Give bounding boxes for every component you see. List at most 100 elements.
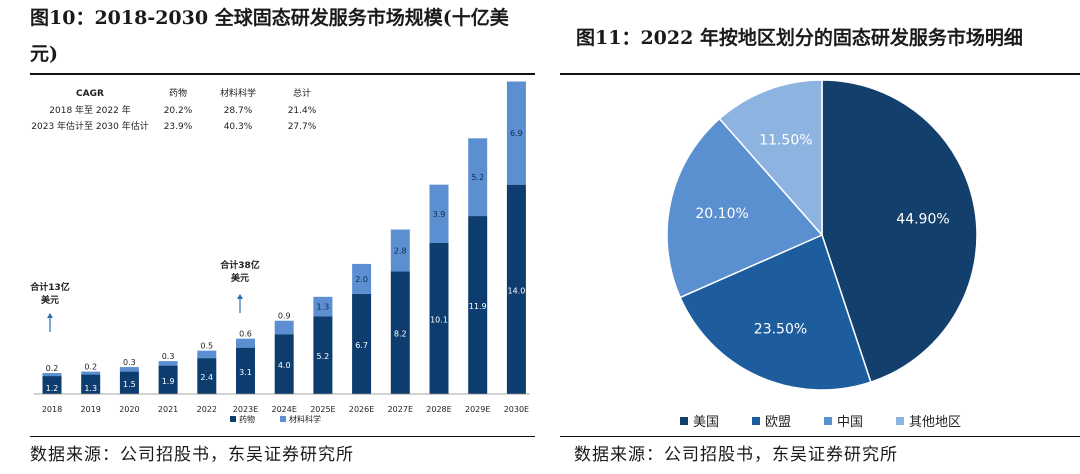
pie-legend-swatch-eu: [752, 417, 760, 425]
right-title-rule: [560, 73, 1080, 75]
bar-drug-2030E: [506, 184, 526, 394]
bar-label-drug-2020: 1.5: [123, 380, 136, 389]
bar-material-2022: [197, 350, 217, 359]
bar-label-drug-2023E: 3.1: [239, 368, 252, 377]
bar-label-drug-2018: 1.2: [46, 384, 59, 393]
pie-label-china: 20.10%: [695, 206, 748, 222]
bar-drug-2029E: [468, 216, 488, 394]
cagr-header-0: CAGR: [76, 89, 104, 99]
bar-label-drug-2027E: 8.2: [394, 330, 407, 339]
bar-material-2025E: [313, 296, 333, 317]
annotation-1-arrow-head: [237, 294, 243, 299]
bar-label-material-2022: 0.5: [200, 342, 213, 351]
bar-label-drug-2029E: 11.9: [469, 302, 487, 311]
bar-label-drug-2025E: 5.2: [317, 352, 330, 361]
bar-material-2021: [158, 361, 178, 366]
bar-label-material-2028E: 3.9: [433, 210, 446, 219]
left-figure-panel: 图10：2018-2030 全球固态研发服务市场规模(十亿美 元) CAGR 药物…: [30, 7, 535, 465]
bar-drug-2020: [119, 371, 139, 394]
bar-drug-2024E: [274, 334, 294, 394]
pie-value-labels: 44.90% 23.50% 20.10% 11.50%: [695, 132, 949, 337]
bar-label-material-2029E: 5.2: [471, 173, 484, 182]
bar-label-material-2026E: 2.0: [355, 275, 368, 284]
bar-drug-2021: [158, 365, 178, 394]
x-tick-2028E: 2028E: [426, 405, 451, 414]
x-tick-2024E: 2024E: [271, 405, 296, 414]
bar-drug-2028E: [429, 242, 449, 394]
bar-label-material-2025E: 1.3: [317, 303, 330, 312]
cagr-cell-0-1: 20.2%: [164, 106, 193, 116]
left-source-text: 数据来源：公司招股书，东吴证券研究所: [30, 445, 354, 465]
bar-material-2019: [81, 371, 101, 375]
pie-legend-label-china: 中国: [837, 415, 863, 430]
bar-label-material-2020: 0.3: [123, 358, 136, 367]
pie-label-us: 44.90%: [896, 212, 949, 228]
bar-material-2028E: [429, 184, 449, 243]
bar-legend-swatch-1: [280, 416, 286, 422]
bar-label-drug-2022: 2.4: [200, 373, 213, 382]
right-figure-title: 图11：2022 年按地区划分的固态研发服务市场明细: [576, 27, 1023, 49]
bar-label-drug-2021: 1.9: [162, 377, 175, 386]
bar-drug-2018: [42, 376, 62, 394]
annotation-0-line2: 美元: [41, 294, 59, 306]
bar-label-material-2021: 0.3: [162, 352, 175, 361]
x-tick-2023E: 2023E: [233, 405, 258, 414]
x-axis-labels: 2018 2019 2020 2021 2022 2023E 2024E 2025E 2026E…: [34, 393, 530, 414]
right-figure-panel: 图11：2022 年按地区划分的固态研发服务市场明细 44.90% 23.50% 2…: [560, 0, 1080, 474]
bar-legend: 药物 材料科学: [230, 414, 321, 424]
bar-drug-2027E: [390, 271, 410, 394]
cagr-cell-1-1: 23.9%: [164, 122, 193, 132]
bar-label-drug-2028E: 10.1: [430, 315, 448, 324]
bar-drug-2026E: [352, 293, 372, 394]
bar-legend-swatch-0: [230, 416, 236, 422]
pie-legend: 美国 欧盟 中国 其他地区: [680, 415, 961, 430]
bar-material-2024E: [274, 320, 294, 335]
left-title-rule: [30, 73, 535, 75]
bar-label-drug-2026E: 6.7: [355, 341, 368, 350]
pie-legend-label-us: 美国: [693, 415, 719, 430]
cagr-cell-1-0: 2023 年估计至 2030 年估计: [31, 120, 148, 132]
cagr-cell-0-2: 28.7%: [224, 106, 253, 116]
left-source-rule: [30, 436, 535, 437]
pie-legend-label-eu: 欧盟: [765, 415, 791, 430]
cagr-header-2: 材料科学: [220, 87, 256, 99]
pie-legend-swatch-other: [896, 417, 904, 425]
bar-label-material-2024E: 0.9: [278, 312, 291, 321]
bar-material-2020: [119, 367, 139, 372]
cagr-cell-0-3: 21.4%: [288, 106, 317, 116]
pie-slice-eu: [679, 233, 872, 391]
x-tick-2026E: 2026E: [349, 405, 374, 414]
x-tick-2029E: 2029E: [465, 405, 490, 414]
bar-label-drug-2019: 1.3: [84, 384, 97, 393]
right-source-text: 数据来源：公司招股书，东吴证券研究所: [574, 445, 898, 465]
bar-drug-2025E: [313, 316, 333, 394]
bar-label-drug-2030E: 14.0: [507, 286, 525, 295]
bar-label-material-2019: 0.2: [84, 363, 97, 372]
bar-label-material-2030E: 6.9: [510, 129, 523, 138]
left-figure-title-line2: 元): [30, 43, 58, 65]
cagr-header-3: 总计: [293, 87, 311, 99]
bar-drug-2019: [81, 374, 101, 394]
bar-material-2023E: [236, 338, 255, 348]
x-tick-2021: 2021: [158, 405, 178, 414]
bar-drug-2023E: [236, 347, 255, 394]
cagr-cell-1-2: 40.3%: [224, 122, 253, 132]
bar-series-group: 1.2 0.2 1.3 0.2 1.5 0.3 1.9 0.3 2.4 0.5 3.1 0.6 4.0 0…: [42, 81, 526, 394]
bar-label-material-2018: 0.2: [46, 364, 59, 373]
x-tick-2030E: 2030E: [504, 405, 529, 414]
bar-material-2026E: [352, 263, 372, 294]
pie-label-eu: 23.50%: [754, 321, 807, 337]
bar-material-2027E: [390, 229, 410, 272]
cagr-header-1: 药物: [169, 87, 187, 99]
bar-material-2029E: [468, 138, 488, 217]
right-source-rule: [560, 436, 1080, 437]
x-tick-2025E: 2025E: [310, 405, 335, 414]
bar-material-2030E: [506, 81, 526, 185]
pie-legend-swatch-us: [680, 417, 688, 425]
bar-label-material-2027E: 2.8: [394, 246, 407, 255]
bar-legend-label-1: 材料科学: [289, 414, 321, 424]
annotation-1-line1: 合计38亿: [220, 259, 260, 271]
left-figure-title-line1: 图10：2018-2030 全球固态研发服务市场规模(十亿美: [30, 7, 509, 29]
bar-material-2018: [42, 373, 62, 377]
